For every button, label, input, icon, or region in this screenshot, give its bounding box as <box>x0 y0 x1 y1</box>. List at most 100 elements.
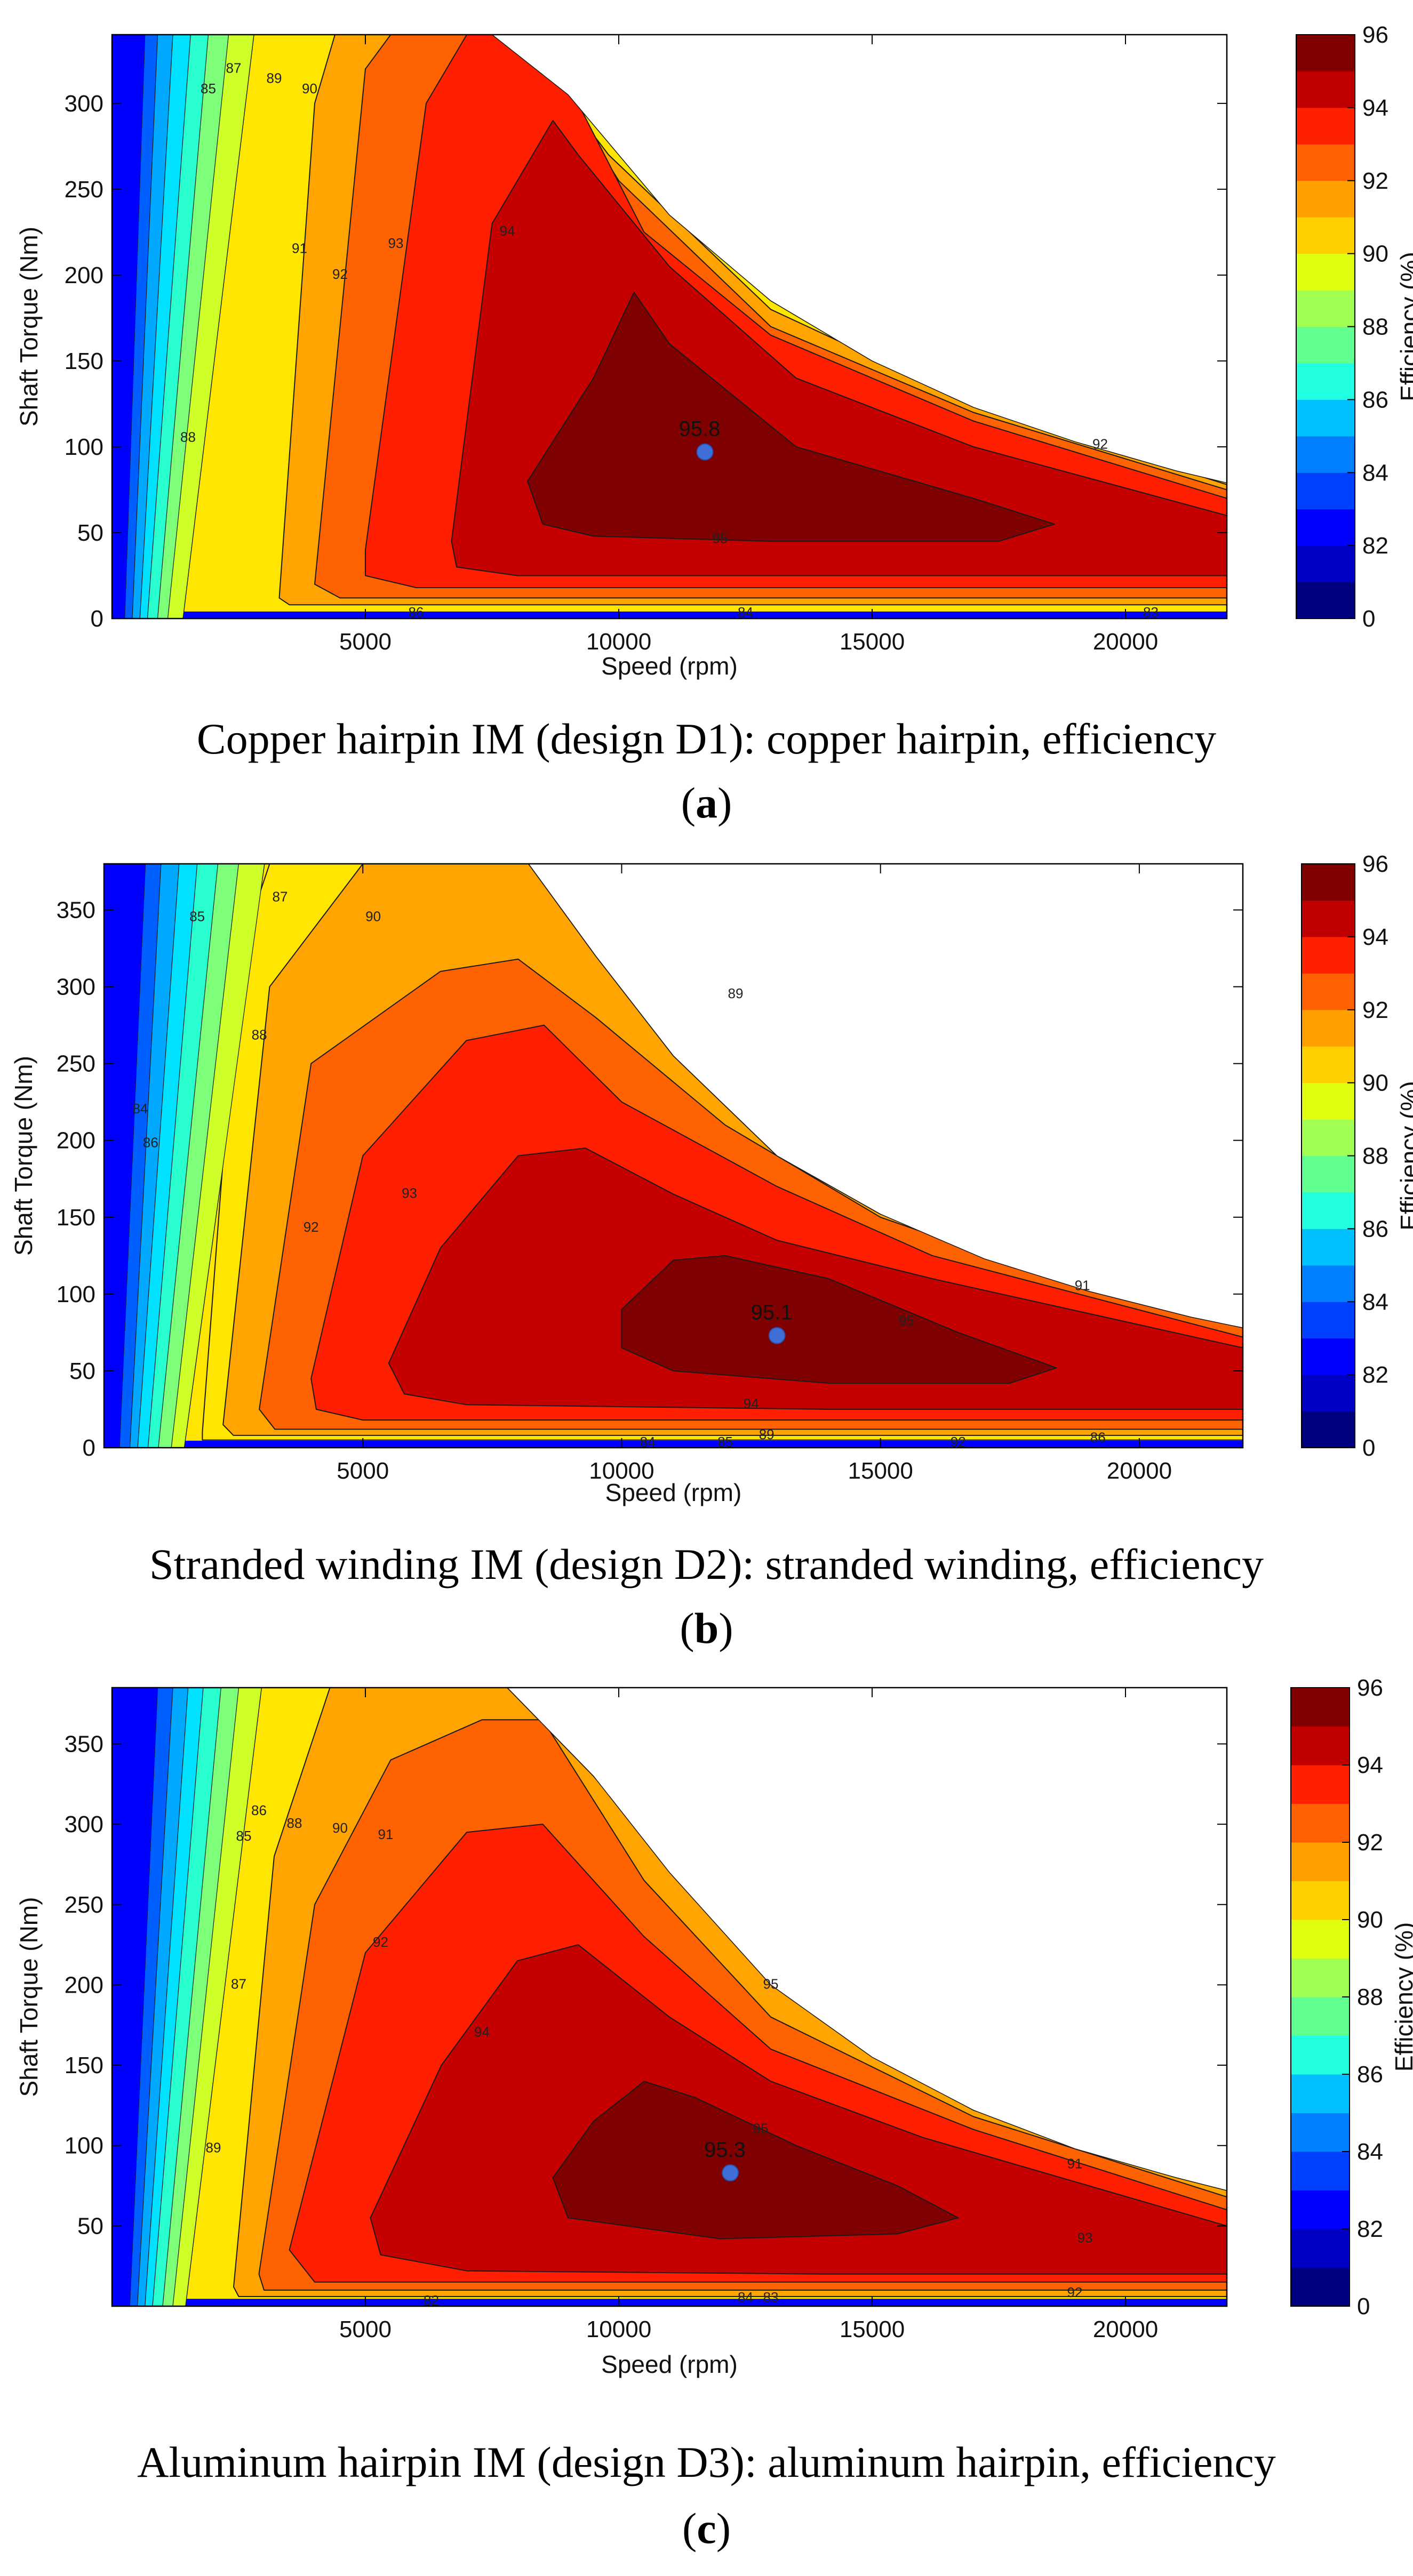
contour-label: 89 <box>728 985 743 1001</box>
contour-label: 95 <box>753 2120 769 2136</box>
contour-label: 86 <box>143 1134 158 1150</box>
colorbar-segment <box>1302 1265 1355 1302</box>
colorbar-tick-label: 92 <box>1362 168 1388 194</box>
panel-a: 85 87 89 90 91 92 93 94 95 92 88 86 84 83 95.8 5000 1000… <box>0 0 1413 832</box>
contour-label: 87 <box>231 1976 246 1992</box>
x-axis-label: Speed (rpm) <box>601 652 738 680</box>
y-tick-label: 100 <box>65 2133 103 2159</box>
colorbar-segment <box>1291 1803 1350 1843</box>
panel-b: 85 87 90 88 84 86 92 93 95 94 89 91 89 92 86 84 85 95.1 50… <box>0 832 1413 1664</box>
contour-label: 84 <box>640 1434 656 1450</box>
contour-label: 91 <box>292 240 307 256</box>
colorbar-tick-label: 90 <box>1362 241 1388 267</box>
x-axis-label: Speed (rpm) <box>601 2350 738 2378</box>
colorbar-tick-label: 82 <box>1357 2216 1383 2242</box>
colorbar-segment <box>1302 1229 1355 1266</box>
colorbar-tick-label: 90 <box>1357 1907 1383 1933</box>
contour-label: 89 <box>759 1426 775 1442</box>
y-tick-label: 50 <box>77 2213 103 2239</box>
colorbar-segment <box>1302 1009 1355 1047</box>
contour-label: 94 <box>474 2024 490 2040</box>
contour-label: 86 <box>1090 1430 1106 1446</box>
y-tick-label: 250 <box>65 1892 103 1918</box>
contour-label: 92 <box>332 266 348 282</box>
contour-label: 92 <box>1092 436 1108 452</box>
efficiency-region-95 <box>621 1255 1057 1384</box>
outside-envelope <box>112 1688 1227 2191</box>
colorbar-segment <box>1302 1375 1355 1412</box>
contour-label: 89 <box>206 2140 221 2156</box>
contour-label: 95 <box>763 1976 779 1992</box>
axes-box <box>103 863 1244 1449</box>
y-tick-label: 300 <box>65 1811 103 1837</box>
colorbar-segment <box>1296 180 1355 218</box>
x-tick-label: 20000 <box>1093 629 1158 655</box>
contour-label: 94 <box>744 1395 759 1411</box>
colorbar-segment <box>1302 1082 1355 1120</box>
colorbar-tick-label: 96 <box>1362 851 1388 877</box>
low-efficiency-band <box>112 1688 158 2306</box>
colorbar-segment <box>1291 1958 1350 1997</box>
envelope-line <box>112 35 1227 484</box>
colorbar-label: Efficiency (%) <box>1395 252 1413 401</box>
colorbar-tick-label: 0 <box>1362 1435 1375 1461</box>
panel-c: 85 86 88 90 91 87 92 94 95 89 91 93 92 82 84 83 95 95.3 50… <box>0 1664 1413 2553</box>
sublabel-c: (c) <box>682 2504 731 2553</box>
contour-fills: 85 86 88 90 91 87 92 94 95 89 91 93 92 82 84 83 95 <box>112 1688 1227 2306</box>
colorbar-segment <box>1291 2074 1350 2113</box>
y-tick-label: 200 <box>57 1128 95 1154</box>
contour-label: 91 <box>1067 2156 1083 2172</box>
sublabel-a: (a) <box>681 779 732 827</box>
colorbar-segment <box>1291 1997 1350 2036</box>
y-tick-label: 0 <box>91 606 103 632</box>
colorbar-tick-label: 92 <box>1362 997 1388 1023</box>
contour-label: 87 <box>226 60 242 76</box>
optimum-marker <box>768 1327 786 1344</box>
contour-label: 85 <box>717 1434 733 1450</box>
contour-label: 90 <box>365 909 381 925</box>
colorbar-segment <box>1302 936 1355 974</box>
colorbar-label: Efficiency (%) <box>1395 1081 1413 1230</box>
colorbar-segment <box>1302 1411 1355 1448</box>
axes-box <box>111 34 1228 620</box>
colorbar-segment <box>1296 35 1355 71</box>
y-axis-label: Shaft Torque (Nm) <box>10 1056 37 1256</box>
colorbar-segment <box>1296 290 1355 327</box>
colorbar-tick-label: 92 <box>1357 1829 1383 1856</box>
colorbar-segment <box>1291 1726 1350 1766</box>
colorbar-tick-label: 88 <box>1362 314 1388 340</box>
y-tick-label: 250 <box>65 176 103 203</box>
contour-label: 85 <box>236 1828 252 1844</box>
x-axis-label: Speed (rpm) <box>605 1479 742 1506</box>
colorbar-segment <box>1296 144 1355 181</box>
colorbar-tick-label: 94 <box>1362 924 1388 950</box>
caption-c: Aluminum hairpin IM (design D3): aluminu… <box>137 2438 1276 2486</box>
optimum-marker <box>696 443 714 461</box>
colorbar-segment <box>1302 973 1355 1010</box>
contour-label: 95 <box>899 1313 914 1329</box>
colorbar-tick-label: 0 <box>1362 606 1375 632</box>
colorbar-segment <box>1291 2267 1350 2307</box>
colorbar-segment <box>1302 1155 1355 1193</box>
contour-label: 85 <box>189 909 205 925</box>
low-torque-band <box>112 611 1227 619</box>
colorbar-tick-label: 90 <box>1362 1070 1388 1096</box>
colorbar-segment <box>1291 1842 1350 1881</box>
x-tick-label: 15000 <box>840 629 905 655</box>
colorbar-tick-label: 94 <box>1362 95 1388 121</box>
low-efficiency-band <box>104 864 146 1448</box>
y-tick-label: 150 <box>65 2052 103 2079</box>
x-tick-label: 10000 <box>589 1458 654 1484</box>
low-torque-band <box>104 1440 1243 1448</box>
x-tick-label: 10000 <box>586 2316 651 2342</box>
envelope-line <box>104 864 1243 1328</box>
y-tick-label: 0 <box>83 1435 95 1461</box>
colorbar-tick-label: 82 <box>1362 533 1388 559</box>
colorbar-segment <box>1296 582 1355 619</box>
colorbar-label: Efficiency (%) <box>1390 1922 1413 2072</box>
caption-a: Copper hairpin IM (design D1): copper ha… <box>196 715 1217 763</box>
outside-envelope <box>112 35 1227 483</box>
